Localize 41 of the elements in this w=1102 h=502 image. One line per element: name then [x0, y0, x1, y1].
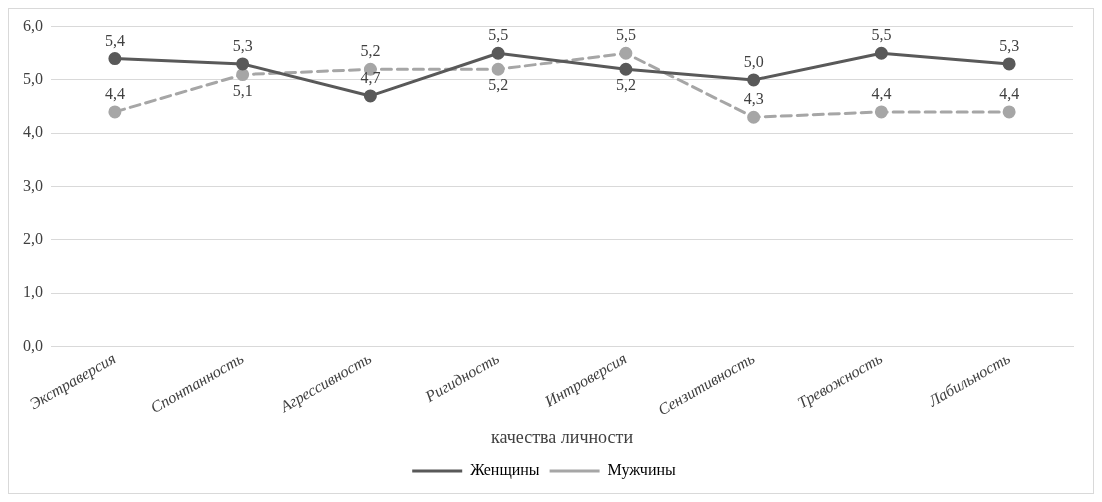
data-label: 5,3	[999, 37, 1020, 55]
point	[236, 68, 250, 82]
y-tick-label: 4,0	[23, 123, 43, 141]
data-label: 4,3	[743, 90, 764, 108]
data-label: 5,3	[232, 37, 253, 55]
data-label: 5,2	[488, 76, 509, 94]
legend-label: Мужчины	[607, 461, 677, 480]
data-label: 5,1	[232, 81, 253, 99]
data-label: 5,5	[488, 26, 509, 44]
point	[874, 105, 888, 119]
data-label: 5,0	[743, 53, 764, 71]
data-label: 4,4	[104, 85, 125, 103]
y-tick-label: 5,0	[23, 70, 43, 88]
data-label: 4,7	[360, 69, 381, 87]
data-label: 5,2	[360, 42, 381, 60]
point	[747, 73, 761, 87]
point	[874, 46, 888, 60]
point	[619, 62, 633, 76]
point	[108, 105, 122, 119]
data-label: 5,5	[871, 26, 892, 44]
y-tick-label: 0,0	[23, 336, 43, 354]
y-tick-label: 6,0	[23, 16, 43, 34]
data-label: 5,2	[615, 76, 636, 94]
data-label: 4,4	[871, 85, 892, 103]
x-axis-title: качества личности	[490, 426, 634, 447]
point	[1002, 105, 1016, 119]
data-label: 4,4	[999, 85, 1020, 103]
legend-label: Женщины	[470, 461, 540, 480]
y-tick-label: 1,0	[23, 283, 43, 301]
y-tick-label: 3,0	[23, 176, 43, 194]
data-label: 5,4	[104, 31, 125, 49]
point	[108, 52, 122, 66]
y-tick-label: 2,0	[23, 230, 43, 248]
point	[491, 46, 505, 60]
data-label: 5,5	[615, 26, 636, 44]
point	[1002, 57, 1016, 71]
point	[491, 62, 505, 76]
point	[619, 46, 633, 60]
point	[236, 57, 250, 71]
point	[747, 110, 761, 124]
point	[363, 89, 377, 103]
